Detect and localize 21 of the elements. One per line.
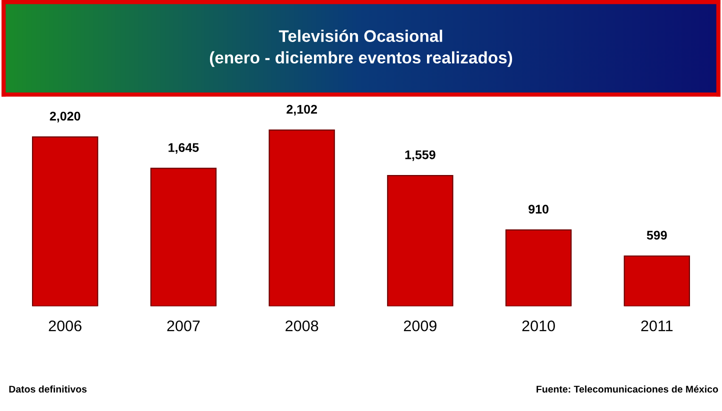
x-tick-label: 2006 <box>48 320 82 332</box>
data-label: 1,559 <box>405 150 436 162</box>
data-label: 2,020 <box>50 112 80 122</box>
source-note: Fuente: Telecomunicaciones de México <box>536 385 718 393</box>
x-tick-label: 2007 <box>167 320 200 332</box>
bar <box>268 129 335 306</box>
bar <box>32 136 98 306</box>
data-label: 1,645 <box>168 143 199 154</box>
data-label: 910 <box>528 204 548 214</box>
x-tick-label: 2009 <box>404 320 436 332</box>
data-label: 599 <box>646 230 667 240</box>
bar <box>505 229 572 306</box>
data-label: 2,102 <box>286 104 317 116</box>
chart-title: Televisión Ocasional (enero - diciembre eventos realizados) <box>210 30 512 67</box>
x-tick-label: 2010 <box>522 320 555 332</box>
x-tick-label: 2011 <box>641 320 673 332</box>
bar <box>387 175 454 306</box>
bar <box>150 168 217 306</box>
bar <box>624 255 690 306</box>
x-tick-label: 2008 <box>286 320 318 332</box>
text: Datos definitivos <box>9 385 87 393</box>
